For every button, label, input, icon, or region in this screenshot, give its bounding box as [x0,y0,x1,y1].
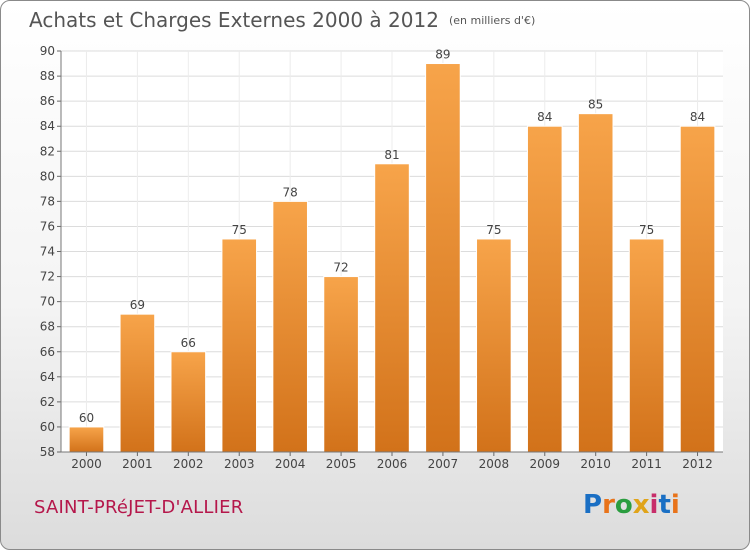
x-tick-label-2005: 2005 [326,457,357,471]
logo-letter: o [614,490,633,520]
data-label-2007: 89 [435,48,450,62]
bar-2004 [272,200,308,453]
y-tick-label-58: 58 [40,445,55,459]
bar-2006 [374,163,410,453]
y-tick-label-80: 80 [40,169,55,183]
data-label-2009: 84 [537,110,552,124]
bar-2010 [577,113,614,453]
y-tick-label-82: 82 [40,144,55,158]
y-tick-label-88: 88 [40,69,55,83]
y-tick-label-86: 86 [40,94,55,108]
data-label-2004: 78 [283,185,298,199]
data-label-2002: 66 [181,336,196,350]
x-tick-label-2011: 2011 [631,457,662,471]
y-tick-label-70: 70 [40,295,55,309]
y-tick-label-76: 76 [40,219,55,233]
x-tick-label-2008: 2008 [479,457,510,471]
data-label-2000: 60 [79,411,94,425]
bar-2007 [425,63,461,453]
x-tick-label-2006: 2006 [377,457,408,471]
bar-2005 [323,276,359,453]
logo-letter: i [670,490,680,520]
y-tick-label-74: 74 [40,245,55,259]
data-label-2005: 72 [333,261,348,275]
logo-letter: t [658,490,671,520]
bar-2011 [628,238,665,453]
y-tick-label-62: 62 [40,395,55,409]
chart-unit: (en milliers d'€) [448,14,536,27]
chart-title: Achats et Charges Externes 2000 à 2012 (e… [29,8,535,32]
bar-2000 [68,426,105,453]
data-label-2012: 84 [690,110,705,124]
bar-2003 [221,238,258,453]
chart-title-text: Achats et Charges Externes 2000 à 2012 [29,8,439,32]
x-tick-label-2010: 2010 [580,457,611,471]
commune-name: SAINT-PRéJET-D'ALLIER [34,497,244,518]
y-tick-label-60: 60 [40,420,55,434]
x-tick-label-2003: 2003 [224,457,255,471]
bar-2009 [526,125,563,453]
data-label-2003: 75 [232,223,247,237]
y-tick-label-64: 64 [40,370,55,384]
y-tick-label-84: 84 [40,119,55,133]
data-label-2010: 85 [588,98,603,112]
x-tick-label-2002: 2002 [173,457,204,471]
y-tick-label-66: 66 [40,345,55,359]
y-tick-label-68: 68 [40,320,55,334]
bar-2001 [119,313,156,453]
data-label-2008: 75 [486,223,501,237]
proxiti-logo: Proxiti [583,490,680,520]
x-tick-label-2012: 2012 [682,457,713,471]
x-tick-label-2009: 2009 [529,457,560,471]
bar-2008 [476,238,512,453]
y-tick-label-78: 78 [40,194,55,208]
x-tick-label-2007: 2007 [428,457,459,471]
y-tick-label-72: 72 [40,270,55,284]
x-tick-label-2001: 2001 [122,457,153,471]
y-tick-label-90: 90 [40,44,55,58]
x-tick-label-2004: 2004 [275,457,306,471]
data-label-2001: 69 [130,298,145,312]
logo-letter: r [602,490,615,520]
x-tick-label-2000: 2000 [71,457,102,471]
bar-2012 [679,125,716,453]
data-label-2006: 81 [384,148,399,162]
logo-letter: x [632,490,650,520]
data-label-2011: 75 [639,223,654,237]
logo-letter: i [649,490,659,520]
bar-2002 [170,351,207,453]
logo-letter: P [583,490,603,520]
